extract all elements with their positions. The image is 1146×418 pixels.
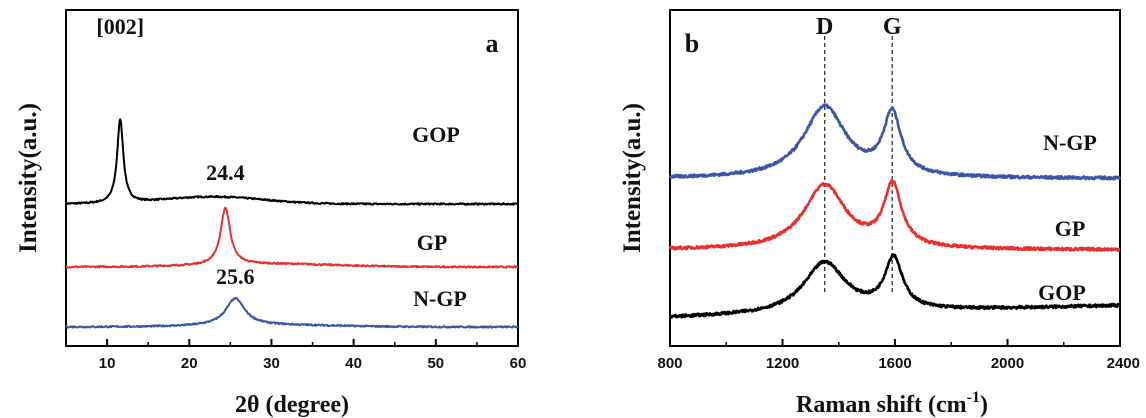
panel-b-tick-label-2400: 2400 bbox=[1107, 355, 1140, 372]
panel-a-tick-label-60: 60 bbox=[510, 355, 527, 372]
panel-b-tick-label-2000: 2000 bbox=[991, 355, 1024, 372]
panel-b-y-axis-title: Intensity(a.u.) bbox=[619, 103, 646, 253]
raman-series-label-gp: GP bbox=[1055, 216, 1086, 241]
panel-a-tick-label-10: 10 bbox=[99, 355, 116, 372]
xrd-series-gp bbox=[65, 206, 519, 269]
panel-a-annotations: [002] 24.4 25.6 bbox=[96, 14, 254, 289]
xrd-series-label-n-gp: N-GP bbox=[413, 286, 467, 311]
xrd-series-label-gp: GP bbox=[417, 230, 448, 255]
panel-a-tick-label-20: 20 bbox=[181, 355, 198, 372]
raman-series-gop bbox=[668, 253, 1121, 319]
panel-b-x-axis-title-main: Raman shift (cm bbox=[796, 392, 967, 418]
xrd-series-gop bbox=[65, 118, 519, 206]
panel-a-tick-label-40: 40 bbox=[345, 355, 362, 372]
raman-series-label-gop: GOP bbox=[1038, 280, 1086, 305]
panel-b-x-ticks: 800 1200 1600 2000 2400 bbox=[657, 339, 1140, 372]
panel-a-series-group bbox=[65, 118, 519, 329]
xrd-peak-annotation-2: 25.6 bbox=[216, 264, 255, 289]
xrd-series-n-gp bbox=[65, 296, 519, 329]
raman-series-label-n-gp: N-GP bbox=[1043, 130, 1097, 155]
panel-a-tick-label-50: 50 bbox=[427, 355, 444, 372]
raman-ref-label-g: G bbox=[883, 14, 902, 40]
panel-b-tick-label-1200: 1200 bbox=[766, 355, 799, 372]
xrd-peak-annotation-1: 24.4 bbox=[206, 160, 245, 185]
panel-a-frame bbox=[65, 9, 519, 347]
panel-a-x-ticks: 10 20 30 40 50 60 bbox=[65, 339, 527, 372]
raman-series-n-gp bbox=[668, 103, 1122, 181]
panel-a-tick-label-30: 30 bbox=[263, 355, 280, 372]
panel-a-y-axis-title: Intensity(a.u.) bbox=[15, 103, 42, 253]
raman-series-gp bbox=[668, 179, 1121, 252]
panel-b-series-labels: N-GP GP GOP bbox=[1038, 130, 1097, 305]
panel-b-x-axis-title-end: ) bbox=[980, 392, 988, 418]
panel-b-series-group bbox=[668, 103, 1122, 319]
panel-b-tick-label-800: 800 bbox=[657, 355, 682, 372]
panel-b-label: b bbox=[685, 29, 699, 58]
xrd-peak-annotation-0: [002] bbox=[96, 14, 144, 39]
panel-b-tick-label-1600: 1600 bbox=[878, 355, 911, 372]
panel-a-label: a bbox=[486, 29, 499, 58]
xrd-series-label-gop: GOP bbox=[412, 122, 460, 147]
raman-ref-label-d: D bbox=[816, 14, 833, 40]
panel-a-x-axis-title: 2θ (degree) bbox=[235, 392, 349, 418]
panel-b-x-axis-title: Raman shift (cm-1) bbox=[796, 389, 988, 418]
panel-a-series-labels: GOP GP N-GP bbox=[412, 122, 467, 311]
panel-a-xrd: 10 20 30 40 50 60 GOP GP N-GP [002] 24.4 25.6 a 2… bbox=[15, 9, 527, 418]
panel-b-x-axis-title-sup: -1 bbox=[967, 389, 980, 406]
